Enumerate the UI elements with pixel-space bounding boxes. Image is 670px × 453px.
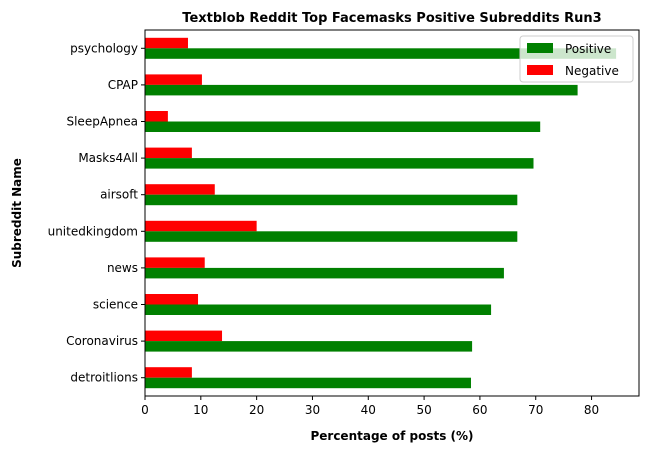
legend: Positive Negative — [519, 35, 634, 83]
x-tick-label: 40 — [361, 403, 376, 417]
legend-label-negative: Negative — [565, 64, 619, 78]
bar-negative-science — [145, 294, 199, 305]
x-tick-label: 10 — [193, 403, 208, 417]
bar-negative-unitedkingdom — [145, 220, 257, 232]
x-tick-label: 20 — [249, 403, 264, 417]
legend-swatch-positive — [527, 43, 553, 53]
legend-label-positive: Positive — [565, 42, 611, 56]
x-tick-label: 70 — [528, 403, 543, 417]
bars-layer — [145, 37, 617, 389]
bar-negative-CPAP — [145, 74, 202, 85]
y-tick-label: airsoft — [100, 188, 138, 202]
bar-negative-news — [145, 257, 205, 268]
legend-swatch-negative — [527, 65, 553, 75]
y-tick-label: science — [93, 298, 138, 312]
bar-positive-SleepApnea — [145, 121, 541, 132]
x-axis: 0 10 20 30 40 50 60 70 80 — [141, 396, 599, 417]
bar-negative-SleepApnea — [145, 111, 168, 122]
bar-positive-CPAP — [145, 84, 578, 96]
bar-positive-news — [145, 267, 504, 279]
y-axis-label: Subreddit Name — [10, 158, 24, 268]
bar-negative-Masks4All — [145, 147, 192, 159]
y-tick-label: unitedkingdom — [48, 224, 138, 238]
bar-negative-psychology — [145, 37, 188, 49]
y-tick-label: Masks4All — [78, 151, 138, 165]
chart-title: Textblob Reddit Top Facemasks Positive S… — [182, 11, 601, 26]
x-tick-label: 0 — [141, 403, 149, 417]
y-tick-label: CPAP — [108, 78, 138, 92]
x-tick-label: 30 — [305, 403, 320, 417]
bar-negative-airsoft — [145, 184, 215, 195]
bar-negative-detroitlions — [145, 367, 192, 378]
y-tick-label: SleepApnea — [66, 115, 138, 129]
x-tick-label: 80 — [584, 403, 599, 417]
y-tick-label: news — [107, 261, 138, 275]
bar-positive-psychology — [145, 48, 617, 59]
x-axis-label: Percentage of posts (%) — [310, 429, 473, 443]
x-tick-label: 50 — [416, 403, 431, 417]
bar-positive-science — [145, 304, 492, 315]
y-tick-label: Coronavirus — [66, 334, 138, 348]
bar-positive-airsoft — [145, 194, 518, 206]
bar-positive-Masks4All — [145, 158, 534, 169]
y-tick-label: detroitlions — [70, 371, 138, 385]
bar-negative-Coronavirus — [145, 330, 223, 342]
bar-positive-detroitlions — [145, 377, 471, 389]
bar-positive-unitedkingdom — [145, 231, 518, 242]
y-axis: detroitlions Coronavirus science news united… — [48, 41, 145, 385]
bar-positive-Coronavirus — [145, 341, 473, 352]
x-tick-label: 60 — [472, 403, 487, 417]
y-tick-label: psychology — [70, 41, 138, 55]
plot-frame — [144, 29, 640, 397]
